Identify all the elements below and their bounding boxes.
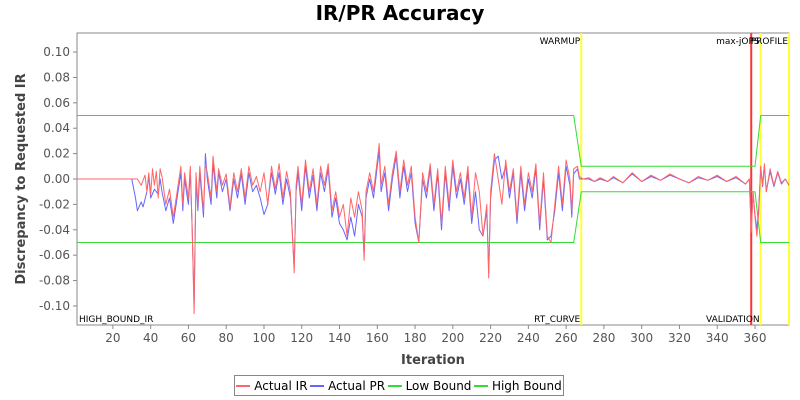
y-tick-label: 0.00 (43, 172, 70, 186)
x-tick-label: 360 (744, 331, 767, 345)
legend-swatch (236, 384, 251, 387)
y-tick-label: -0.10 (39, 299, 70, 313)
x-tick-label: 200 (441, 331, 464, 345)
x-tick-label: 100 (253, 331, 276, 345)
event-markers: WARMUP RT_CURVE max-jOPS VALIDATION PROFILE (534, 33, 790, 325)
x-axis-label: Iteration (401, 353, 465, 368)
y-axis-ticks: 0.10 0.08 0.06 0.04 0.02 0.00 -0.02 -0.04 -0.06 -… (39, 45, 77, 313)
x-tick-label: 120 (290, 331, 313, 345)
x-tick-label: 220 (479, 331, 502, 345)
legend-swatch (387, 384, 402, 387)
y-tick-label: 0.02 (43, 147, 70, 161)
legend-item: Low Bound (387, 378, 472, 393)
x-axis-ticks: 20 40 60 80 100 120 140 160 180 200 220 240 260 280 30… (105, 325, 766, 345)
legend-item: High Bound (473, 378, 562, 393)
legend-label: Actual IR (254, 378, 308, 393)
y-tick-label: -0.02 (39, 197, 70, 211)
marker-top-label: WARMUP (540, 37, 581, 47)
x-tick-label: 140 (328, 331, 351, 345)
marker-top-label: max-jOPS (716, 37, 760, 47)
chart-title: IR/PR Accuracy (316, 1, 485, 25)
marker-bottom-label: RT_CURVE (534, 315, 580, 325)
legend: Actual IR Actual PR Low Bound High Bound (234, 375, 564, 396)
y-tick-label: 0.08 (43, 70, 70, 84)
x-tick-label: 340 (706, 331, 729, 345)
x-tick-label: 40 (143, 331, 158, 345)
x-tick-label: 60 (181, 331, 196, 345)
x-tick-label: 300 (630, 331, 653, 345)
x-tick-label: 80 (219, 331, 234, 345)
legend-label: Actual PR (328, 378, 386, 393)
y-tick-label: 0.04 (43, 121, 70, 135)
legend-swatch (310, 384, 325, 387)
legend-item: Actual PR (310, 379, 385, 393)
series-line-actual-pr (77, 150, 790, 307)
corner-label: HIGH_BOUND_IR (79, 315, 153, 325)
y-tick-label: -0.06 (39, 248, 70, 262)
x-tick-label: 20 (105, 331, 120, 345)
marker-bottom-label: VALIDATION (706, 315, 760, 325)
series-line-high-bound (77, 115, 789, 167)
x-tick-label: 260 (555, 331, 578, 345)
marker-top-label: PROFILE (751, 37, 789, 47)
x-tick-label: 280 (592, 331, 615, 345)
y-axis-label: Discrepancy to Requested IR (14, 73, 29, 284)
legend-label: High Bound (491, 378, 562, 393)
x-tick-label: 180 (404, 331, 427, 345)
y-tick-label: 0.06 (43, 96, 70, 110)
y-tick-label: -0.08 (39, 274, 70, 288)
x-tick-label: 160 (366, 331, 389, 345)
series-line-actual-ir (77, 143, 790, 315)
series-line-low-bound (77, 191, 789, 243)
y-tick-label: -0.04 (39, 223, 70, 237)
x-tick-label: 240 (517, 331, 540, 345)
legend-item: Actual IR (236, 378, 308, 393)
legend-swatch (473, 384, 488, 387)
series-lines (77, 115, 790, 315)
x-tick-label: 320 (668, 331, 691, 345)
legend-label: Low Bound (405, 378, 472, 393)
y-tick-label: 0.10 (43, 45, 70, 59)
